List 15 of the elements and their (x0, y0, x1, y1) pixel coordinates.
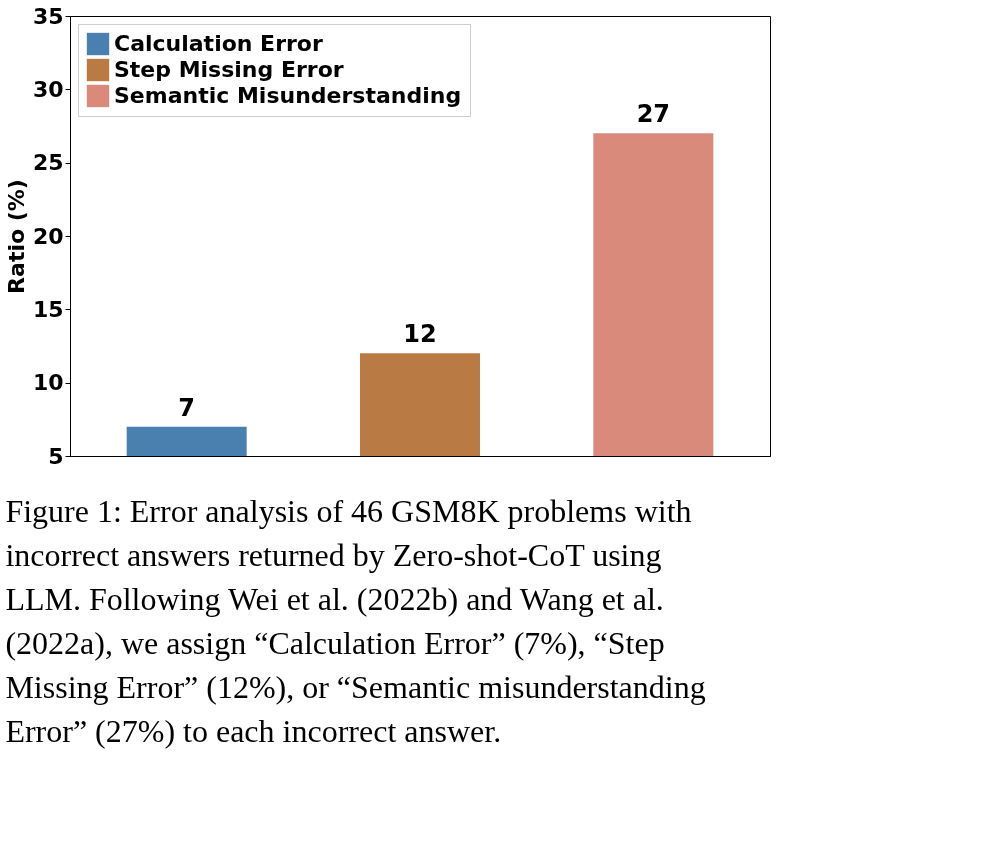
legend-label: Step Missing Error (114, 57, 344, 82)
y-tick-label: 25 (32, 150, 64, 176)
caption: Figure 1: Error analysis of 46 GSM8K problems with incorrect answers returned by Zero-shot-CoT using LLM. Following Wei et al. (2022b) and Wang et al. (2022a), we assign “Calculation Error” (7%), “Step Missing Error” (12%), or “Semantic misunderstanding Error” (27%) to each incorrect answer. (5, 493, 706, 749)
legend-label: Calculation Error (114, 31, 323, 56)
data-label: 7 (178, 393, 196, 422)
y-tick-label: 30 (32, 76, 64, 102)
data-label: 12 (403, 320, 437, 349)
legend-label: Semantic Misunderstanding (114, 83, 462, 108)
y-tick-label: 20 (32, 223, 64, 249)
y-tick-label: 35 (32, 3, 64, 29)
y-tick-label: 5 (48, 443, 64, 469)
data-label: 27 (636, 100, 671, 129)
y-tick-label: 15 (32, 296, 64, 322)
y-axis-title: Ratio (%) (3, 179, 29, 294)
y-tick-label: 10 (32, 370, 64, 396)
